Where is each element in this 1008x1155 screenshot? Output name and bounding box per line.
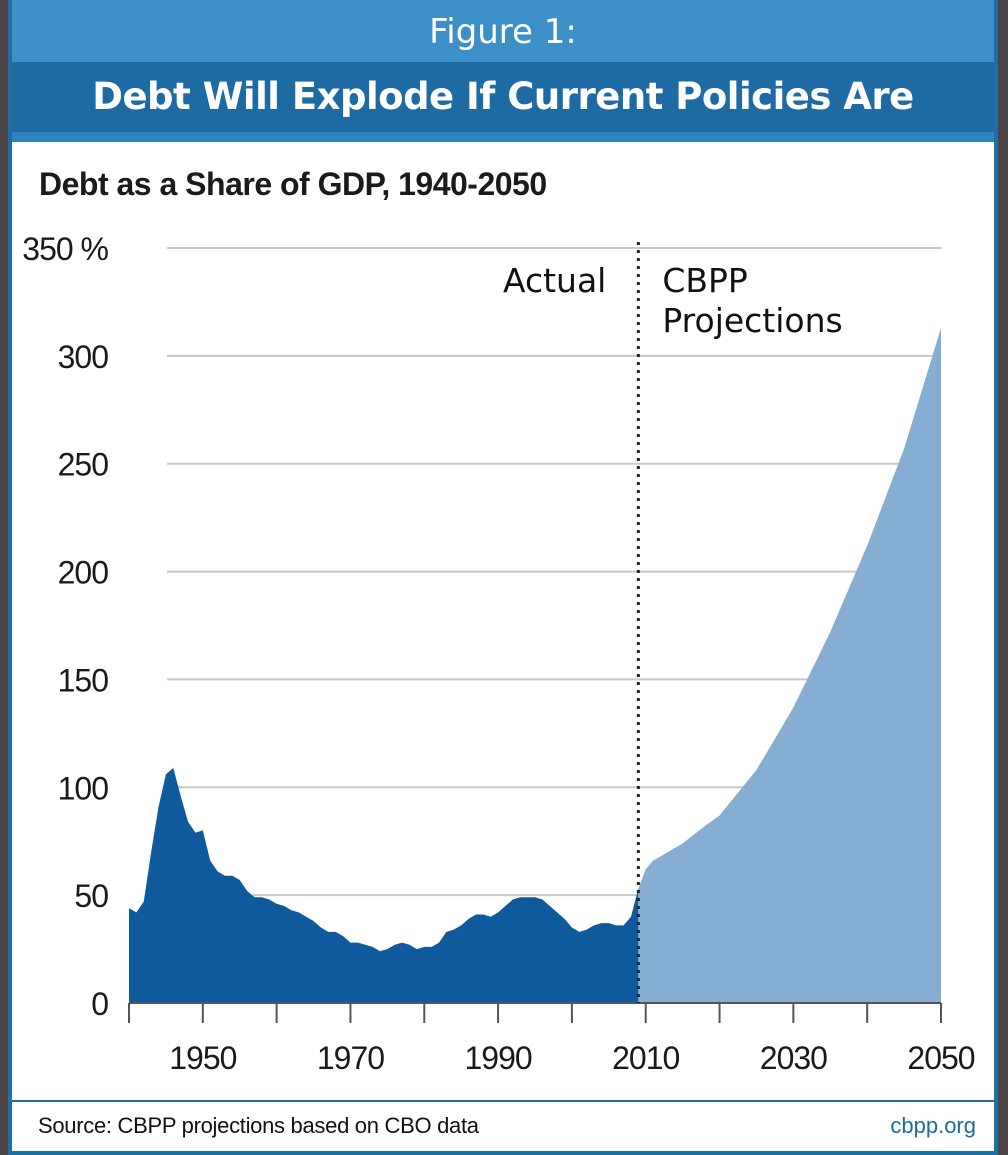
- x-tick-label: 2010: [612, 1040, 679, 1076]
- y-tick-label: 250: [58, 447, 109, 483]
- chart-title: Debt as a Share of GDP, 1940-2050: [39, 166, 547, 202]
- figure-label: Figure 1:: [12, 0, 994, 62]
- projection-annotation-line: CBPP: [662, 261, 747, 300]
- debt-chart: 350 % 300 250 200 150 100 50 0 1950 1970 1990 2010 2…: [22, 231, 976, 1076]
- projection-annotation-line: Projections: [662, 301, 842, 340]
- y-tick-label: 100: [58, 770, 109, 806]
- y-tick-label: 350 %: [22, 231, 108, 267]
- projection-series-area: [638, 327, 941, 1003]
- actual-annotation: Actual: [503, 261, 606, 300]
- x-tick-label: 2030: [760, 1040, 827, 1076]
- site-link[interactable]: cbpp.org: [890, 1113, 976, 1138]
- x-tick-label: 1990: [464, 1040, 531, 1076]
- x-tick-label: 1950: [169, 1040, 236, 1076]
- area-layer: [129, 327, 941, 1003]
- grid-layer: [167, 247, 941, 897]
- x-tick-label: 2050: [907, 1040, 974, 1076]
- source-note: Source: CBPP projections based on CBO da…: [38, 1113, 479, 1138]
- y-tick-label: 50: [74, 878, 108, 914]
- axis-layer: [128, 242, 942, 1023]
- projection-annotation: CBPP Projections: [662, 261, 842, 340]
- y-tick-label: 0: [91, 986, 108, 1022]
- label-layer: 350 % 300 250 200 150 100 50 0 1950 1970 1990 2010 2…: [22, 231, 976, 1076]
- y-tick-label: 200: [58, 555, 109, 591]
- footer-rule: [12, 1100, 994, 1102]
- figure-headline: Debt Will Explode If Current Policies Ar…: [12, 62, 994, 188]
- figure-frame: Figure 1: Debt Will Explode If Current P…: [8, 0, 998, 1155]
- figure-banner: Figure 1: Debt Will Explode If Current P…: [12, 0, 994, 188]
- x-tick-label: 1970: [317, 1040, 384, 1076]
- actual-series-area: [129, 767, 639, 1003]
- y-tick-label: 300: [58, 339, 109, 375]
- y-tick-label: 150: [58, 662, 109, 698]
